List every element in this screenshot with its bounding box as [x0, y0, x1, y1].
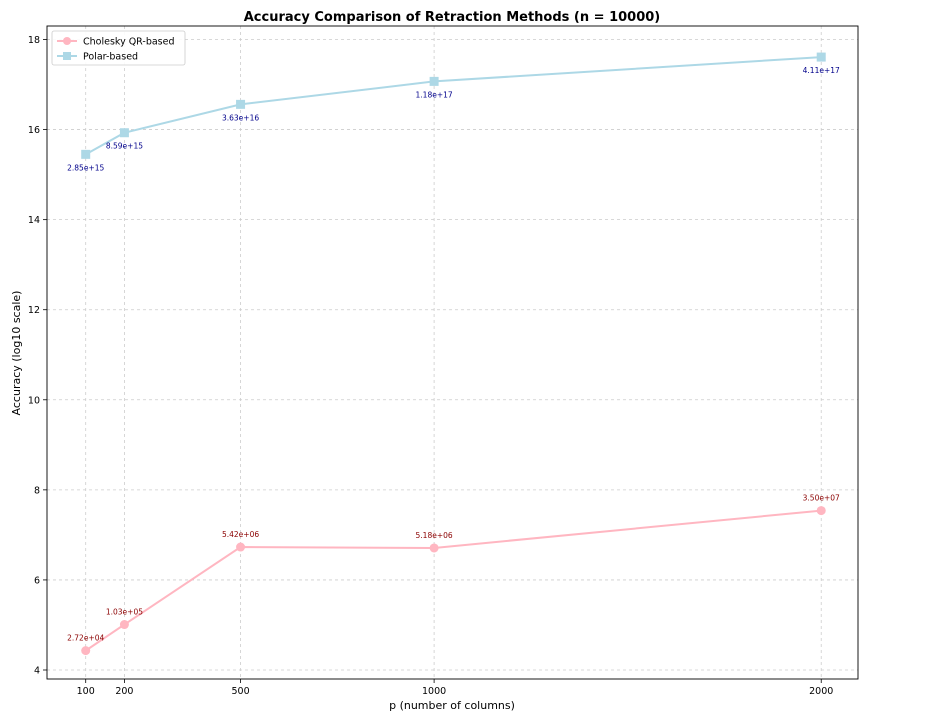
legend-marker	[63, 37, 71, 45]
x-axis-label: p (number of columns)	[389, 699, 515, 712]
data-label: 5.18e+06	[416, 531, 453, 540]
grid-layer	[47, 26, 858, 679]
data-label: 1.18e+17	[416, 90, 453, 99]
data-point	[816, 52, 826, 62]
data-label: 3.50e+07	[803, 494, 840, 503]
legend-box	[51, 30, 186, 66]
x-tick-label: 500	[231, 686, 249, 697]
data-point	[81, 149, 91, 159]
data-label: 8.59e+15	[106, 142, 143, 151]
legend-marker	[63, 52, 71, 60]
data-point	[81, 646, 91, 656]
data-point	[429, 543, 439, 553]
y-tick-label: 4	[34, 665, 40, 676]
series-layer: 2.72e+04 1.03e+05 5.42e+06 5.18e+06 3.50e+07…	[67, 52, 840, 656]
y-tick-label: 16	[28, 125, 40, 136]
plot-frame	[46, 25, 859, 680]
data-point	[816, 506, 826, 516]
data-label: 2.72e+04	[67, 634, 104, 643]
legend-entry: Polar-based	[83, 52, 138, 63]
data-label: 4.11e+17	[803, 66, 840, 75]
data-point	[429, 76, 439, 86]
y-tick-label: 6	[34, 575, 40, 586]
data-point	[119, 620, 129, 630]
y-tick-label: 18	[28, 35, 40, 46]
y-tick-label: 10	[28, 395, 40, 406]
legend: Cholesky QR-based Polar-based	[51, 30, 186, 66]
legend-entry: Cholesky QR-based	[83, 37, 175, 48]
y-tick-label: 8	[34, 485, 40, 496]
data-label: 5.42e+06	[222, 530, 259, 539]
x-tick-label: 1000	[422, 686, 446, 697]
series-line-1	[85, 56, 822, 156]
y-tick-label: 12	[28, 305, 40, 316]
data-label: 2.85e+15	[67, 163, 104, 172]
data-point	[236, 99, 246, 109]
y-axis-label: Accuracy (log10 scale)	[10, 291, 23, 416]
x-tick-label: 100	[77, 686, 95, 697]
x-tick-label: 200	[115, 686, 133, 697]
chart-title: Accuracy Comparison of Retraction Method…	[244, 10, 661, 25]
data-point	[236, 542, 246, 552]
data-label: 3.63e+16	[222, 113, 259, 122]
series-line-0	[85, 509, 822, 652]
axes-layer: 100 200 500 1000 2000 4 6 8 10 12 14 16 18	[28, 25, 859, 697]
data-point	[119, 128, 129, 138]
y-tick-label: 14	[28, 215, 40, 226]
x-tick-label: 2000	[809, 686, 833, 697]
data-label: 1.03e+05	[106, 608, 143, 617]
